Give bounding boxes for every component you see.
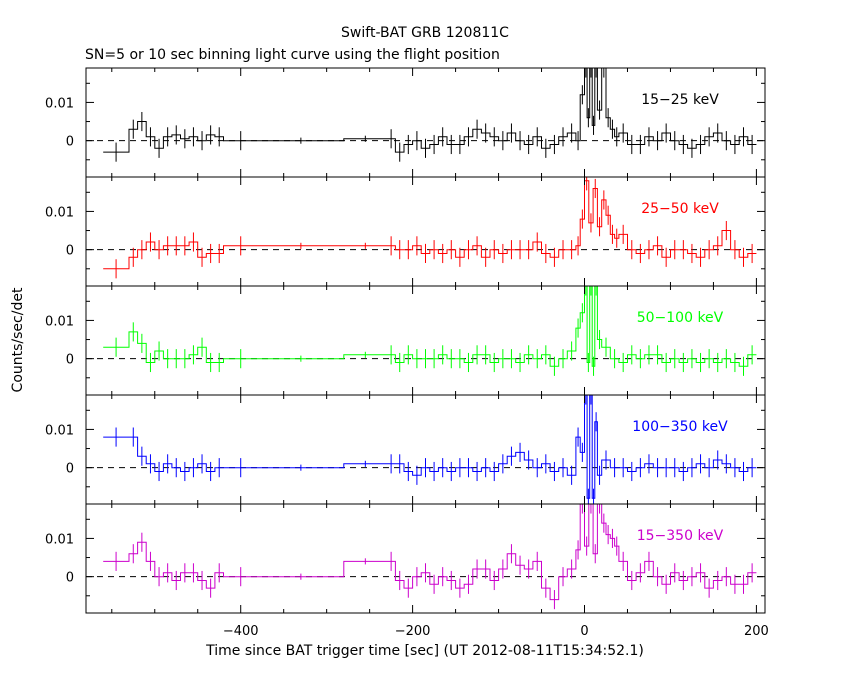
chart-title: Swift-BAT GRB 120811C [341, 25, 509, 41]
panel-frame [85, 285, 766, 396]
series-group [103, 286, 757, 376]
x-tick-label: −400 [223, 624, 259, 639]
y-tick-label: 0 [66, 462, 74, 477]
series-group [103, 504, 757, 610]
panel: 0 0.01 15−25 keV [45, 67, 766, 178]
panel: 0 0.01 15−350 keV [45, 503, 766, 614]
band-label: 15−25 keV [641, 92, 719, 108]
band-label: 50−100 keV [637, 310, 724, 326]
y-tick-label: 0.01 [45, 205, 74, 220]
panel: 0 0.01 50−100 keV [45, 285, 766, 396]
y-tick-label: 0.01 [45, 532, 74, 547]
panel: 0 0.01 100−350 keV [45, 394, 766, 505]
panel-frame [85, 67, 766, 178]
band-label: 25−50 keV [641, 201, 719, 217]
y-tick-label: 0.01 [45, 314, 74, 329]
series-line [103, 504, 757, 601]
x-axis-label: Time since BAT trigger time [sec] (UT 20… [205, 643, 644, 659]
series-line [103, 180, 757, 270]
x-tick-label: −200 [395, 624, 431, 639]
panel-frame [85, 176, 766, 287]
band-label: 15−350 keV [637, 528, 724, 544]
y-axis-label: Counts/sec/det [10, 287, 26, 392]
y-tick-label: 0.01 [45, 96, 74, 111]
series-line [103, 68, 757, 153]
x-tick-label: 200 [744, 624, 769, 639]
series-line [103, 395, 757, 499]
y-tick-label: 0 [66, 571, 74, 586]
series-group [103, 68, 757, 162]
y-tick-label: 0 [66, 244, 74, 259]
panels-group: 0 0.01 15−25 keV 0 0.01 25−50 keV 0 0.01 50−100 … [45, 67, 769, 639]
series-group [103, 177, 757, 279]
chart-subtitle: SN=5 or 10 sec binning light curve using… [85, 47, 500, 63]
panel: 0 0.01 25−50 keV [45, 176, 766, 287]
band-label: 100−350 keV [632, 419, 728, 435]
panel-frame [85, 503, 766, 614]
y-tick-label: 0 [66, 135, 74, 150]
series-line [103, 286, 757, 367]
series-group [103, 395, 757, 504]
y-tick-label: 0 [66, 353, 74, 368]
y-tick-label: 0.01 [45, 423, 74, 438]
x-tick-label: 0 [580, 624, 588, 639]
panel-frame [85, 394, 766, 505]
